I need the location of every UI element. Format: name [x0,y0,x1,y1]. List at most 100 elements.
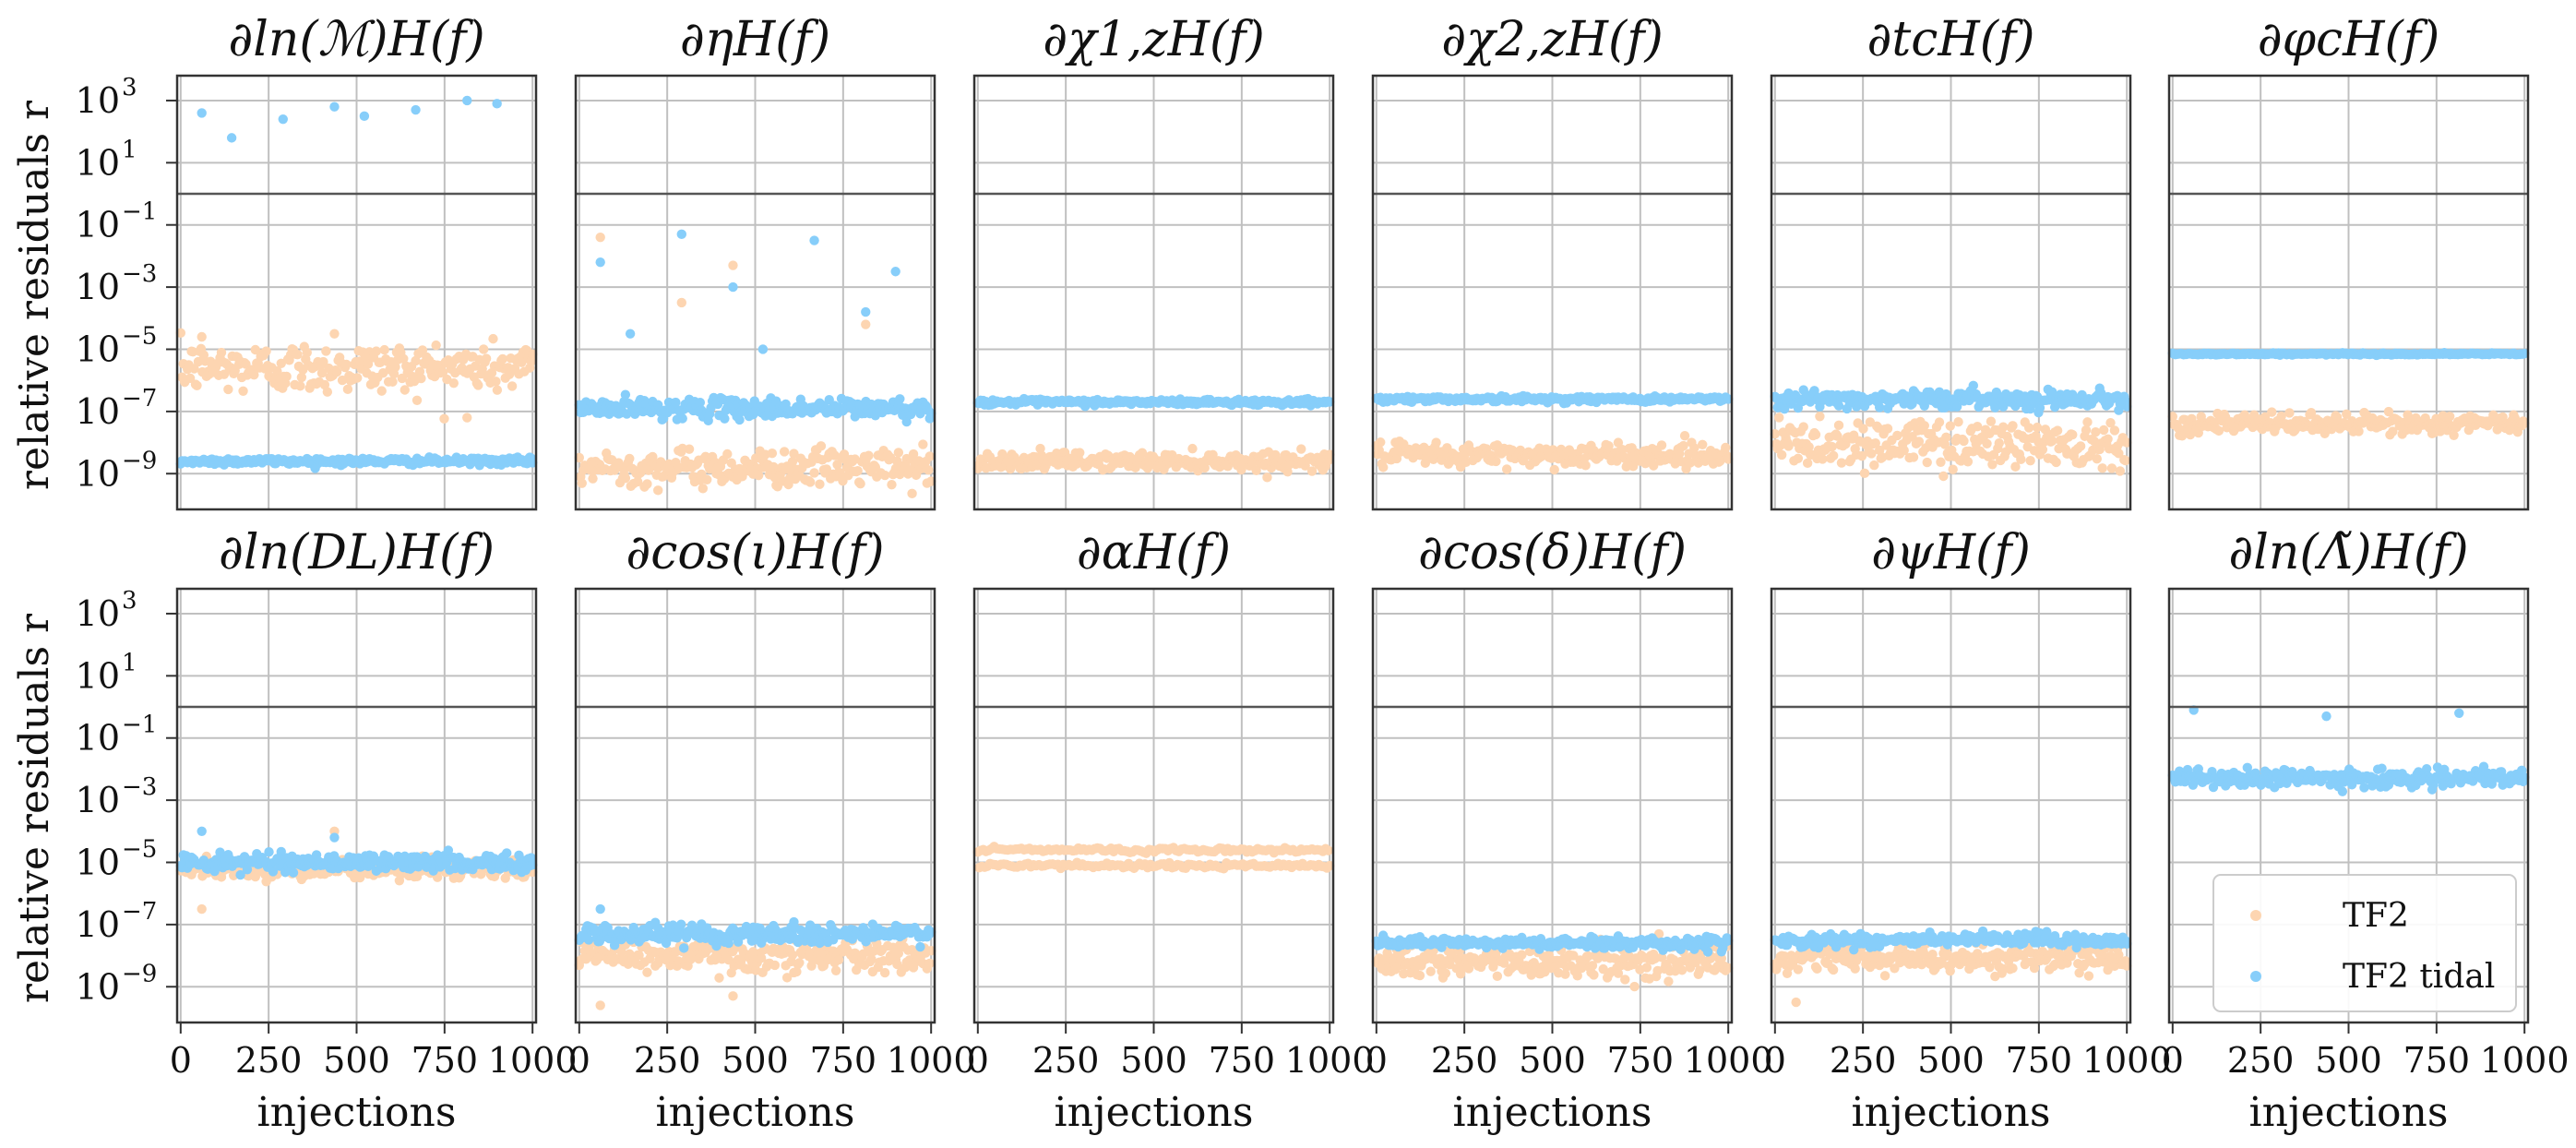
data-point [1962,457,1974,467]
y-tick-exponent: 1 [122,649,137,676]
data-point [1892,430,1902,441]
data-point [189,364,199,374]
data-point [794,958,805,968]
data-point [907,488,917,499]
data-point [249,369,259,380]
data-point [2176,431,2188,441]
data-point [1721,442,1731,453]
y-tick-label: 10 [76,966,120,1007]
data-point [507,381,518,391]
outlier-point [329,329,340,339]
data-point [1882,424,1893,434]
outlier-point [676,297,686,308]
data-point [853,466,863,476]
data-point [671,397,681,408]
data-point [901,416,912,427]
data-point [2051,457,2061,468]
outlier-point [728,281,738,293]
data-point [1628,461,1639,472]
series-tf2-tidal [175,95,538,473]
outlier-point [278,114,288,125]
data-point [816,441,827,451]
data-point [1914,436,1925,447]
data-point [322,387,333,397]
y-tick-exponent: −7 [122,385,157,413]
data-point [2106,463,2117,473]
data-point [1501,464,1512,474]
data-point [924,451,935,461]
data-point [223,384,233,395]
data-point [1656,440,1667,450]
data-point [1549,464,1559,475]
data-point [2098,425,2109,436]
panel-7: 10 310 110 −110 −310 −510 −710 −90 250 500 750 1000… [76,525,578,1136]
data-point [1832,431,1843,441]
outlier-point [226,133,237,143]
data-point [809,468,819,478]
data-point [1802,458,1813,469]
data-point [272,365,282,377]
data-point [478,344,489,354]
data-point [924,958,935,969]
data-point [787,950,798,960]
data-point [620,473,631,484]
data-point [2010,461,2021,472]
outlier-point [757,344,769,354]
data-point [337,375,348,386]
data-point [1948,464,1958,474]
x-tick-label: 0 [170,1040,192,1081]
data-point [431,340,441,351]
data-point [342,384,353,395]
series-tf2 [972,443,1335,483]
data-point [588,473,598,484]
data-point [2037,445,2048,455]
x-axis-label: injections [1055,1089,1254,1136]
x-tick-label: 0 [568,1040,590,1081]
data-point [1187,443,1198,454]
x-tick-label: 750 [810,1040,877,1081]
data-point [2032,422,2043,433]
y-tick-exponent: −5 [122,835,157,863]
data-point [924,465,934,475]
data-point [1936,457,1946,467]
data-point [1414,970,1425,981]
y-tick-label: 10 [76,593,120,634]
panel-title: ∂ηH(f) [680,12,830,67]
y-tick-label: 10 [76,142,120,183]
data-point [473,380,483,390]
data-point [417,345,428,355]
data-point [1934,417,1945,427]
y-tick-label: 10 [76,80,120,121]
y-tick-exponent: 3 [122,74,137,102]
data-point [390,362,400,372]
data-point [1629,981,1640,992]
data-point [1908,452,1919,462]
data-point [1941,432,1951,443]
y-tick-exponent: −9 [122,447,157,474]
data-point [448,377,459,389]
outlier-point [197,826,207,836]
data-point [2103,434,2113,445]
data-point [2046,436,2057,447]
data-point [1866,448,1877,459]
series-tf2-tidal [1371,390,1734,409]
data-point [1425,966,1436,976]
data-point [296,372,307,383]
series-tf2 [1371,431,1734,475]
data-point [1968,380,1978,391]
data-point [2075,441,2086,451]
outlier-point [861,319,871,329]
data-point [720,413,730,424]
data-point [1818,454,1828,464]
outlier-point [890,267,900,277]
data-point [893,448,904,458]
data-point [2034,402,2045,413]
data-point [1982,438,1992,448]
x-axis-label: injections [257,1089,457,1136]
data-point [316,368,328,378]
data-point [753,470,764,481]
series-tf2-tidal [574,229,936,427]
axes-frame [972,74,1335,511]
series-tf2 [2167,406,2530,441]
data-point [341,359,352,370]
